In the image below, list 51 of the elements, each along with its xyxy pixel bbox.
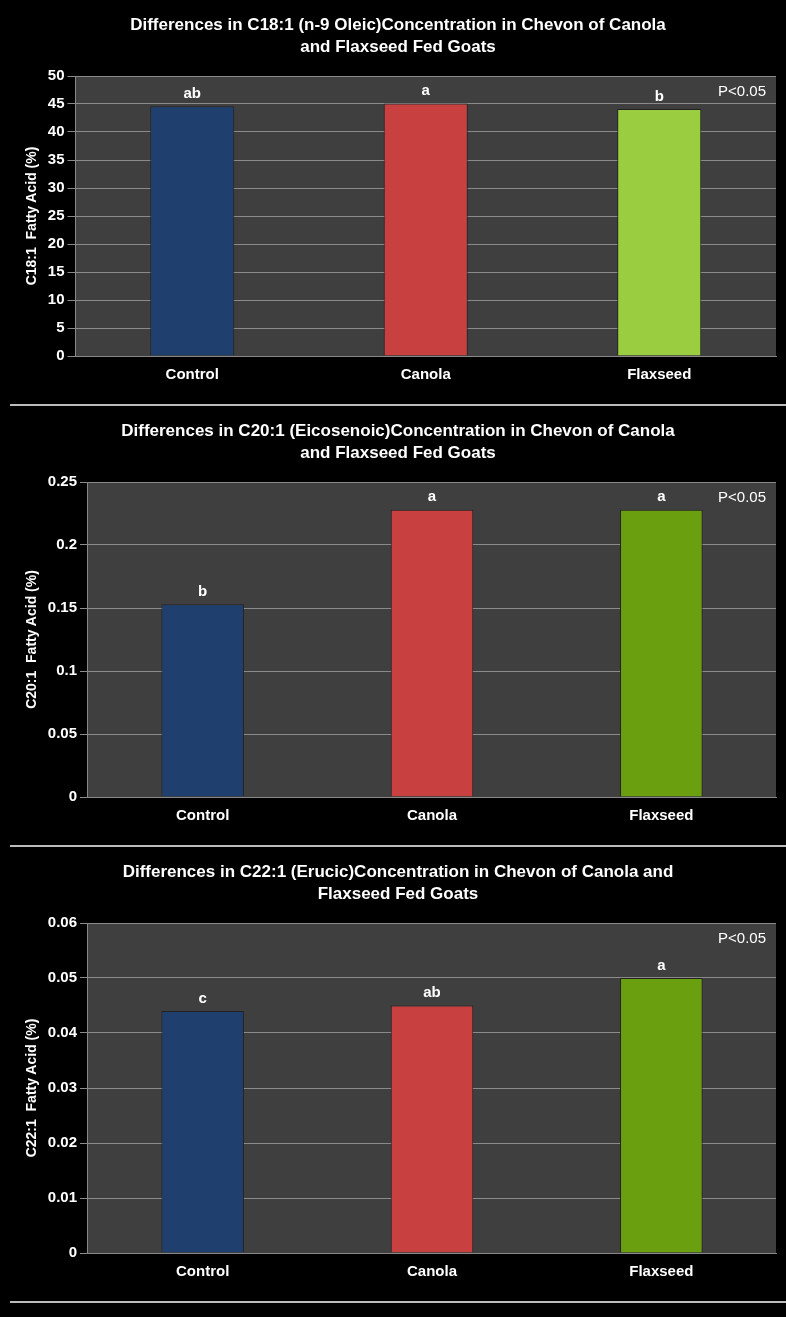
x-tick-label: Canola (400, 365, 452, 383)
annotation: a (657, 487, 667, 505)
y-tick-label: 40 (47, 122, 65, 140)
annotation: c (198, 988, 207, 1006)
x-tick-label: Canola (406, 1262, 458, 1280)
annotation: a (421, 81, 431, 99)
x-tick-label: Canola (406, 806, 458, 824)
annotation: ab (183, 83, 201, 101)
y-tick-label: 0.05 (47, 968, 77, 986)
x-tick-label: Control (176, 1262, 230, 1280)
y-tick-label: 20 (47, 234, 65, 252)
y-tick-label: 30 (47, 178, 65, 196)
y-axis-title: C22:1 Fatty Acid (%) (23, 1018, 40, 1158)
y-tick-label: 25 (47, 206, 65, 224)
annotation: P<0.05 (718, 81, 766, 99)
annotation: a (657, 955, 667, 973)
y-tick-label: 45 (47, 94, 65, 112)
x-tick-label: Flaxseed (629, 1262, 694, 1280)
y-tick-label: 0.25 (47, 472, 77, 490)
y-tick-label: 0.06 (47, 913, 77, 931)
y-tick-label: 0.05 (47, 724, 77, 742)
x-tick-label: Control (165, 365, 219, 383)
annotation: ab (423, 983, 441, 1001)
y-axis-title: C20:1 Fatty Acid (%) (23, 570, 40, 709)
y-tick-label: 0.02 (47, 1133, 77, 1151)
y-tick-label: 0 (68, 787, 77, 805)
x-tick-label: Flaxseed (627, 365, 692, 383)
y-tick-label: 5 (56, 318, 65, 336)
chart-title: Differences in C22:1 (Erucic)Concentration in Chevon of Canola and Flaxseed Fed Goats (121, 861, 675, 905)
y-tick-label: 0.15 (47, 598, 77, 616)
annotation: b (654, 86, 664, 104)
annotation: a (427, 487, 437, 505)
y-tick-label: 50 (47, 66, 65, 84)
y-tick-label: 0 (68, 1243, 77, 1261)
y-axis-title: C18:1 Fatty Acid (%) (23, 146, 40, 286)
y-tick-label: 0.03 (47, 1078, 77, 1096)
y-tick-label: 35 (47, 150, 65, 168)
annotation: P<0.05 (718, 928, 766, 946)
chart-title: Differences in C18:1 (n-9 Oleic)Concentration in Chevon of Canola and Flaxseed Fed Goats (129, 14, 667, 58)
annotation: P<0.05 (718, 487, 766, 505)
y-tick-label: 0.01 (47, 1188, 77, 1206)
y-tick-label: 0 (56, 346, 65, 364)
y-tick-label: 0.1 (56, 661, 77, 679)
y-tick-label: 10 (47, 290, 65, 308)
annotation: b (198, 581, 208, 599)
y-tick-label: 15 (47, 262, 65, 280)
x-tick-label: Control (176, 806, 230, 824)
y-tick-label: 0.04 (47, 1023, 78, 1041)
x-tick-label: Flaxseed (629, 806, 694, 824)
chart-title: Differences in C20:1 (Eicosenoic)Concentration in Chevon of Canola and Flaxseed Fed Goats (120, 420, 676, 464)
y-tick-label: 0.2 (56, 535, 77, 553)
